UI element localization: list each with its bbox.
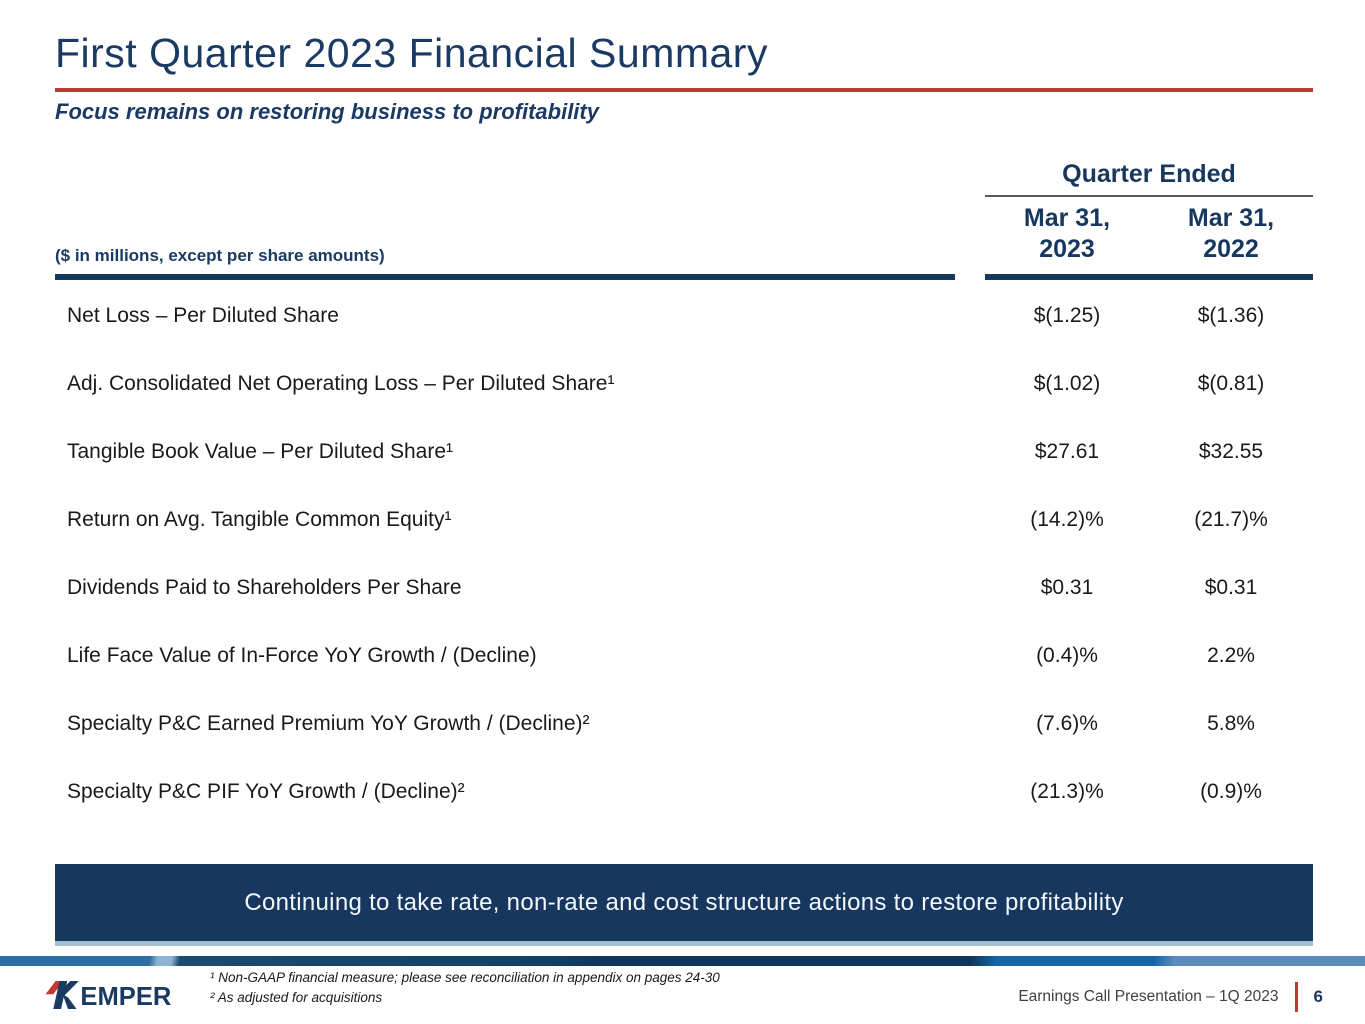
table-header-rule	[55, 273, 1313, 280]
table-row: Specialty P&C Earned Premium YoY Growth …	[55, 690, 1313, 758]
table-header-rule-right	[985, 273, 1313, 280]
row-value-2022: (21.7)%	[1194, 507, 1268, 531]
key-message-text: Continuing to take rate, non-rate and co…	[244, 888, 1124, 916]
page-title: First Quarter 2023 Financial Summary	[55, 30, 768, 76]
table-row: Specialty P&C PIF YoY Growth / (Decline)…	[55, 758, 1313, 826]
column-header-2022: Mar 31, 2022	[1149, 203, 1313, 274]
table-row: Adj. Consolidated Net Operating Loss – P…	[55, 350, 1313, 418]
row-value-2023: $(1.02)	[1033, 371, 1101, 395]
column-header-2022-line1: Mar 31,	[1187, 204, 1275, 232]
kemper-logo-text: EMPER	[80, 983, 171, 1011]
row-value-2023: $0.31	[1040, 575, 1094, 599]
row-label: Adj. Consolidated Net Operating Loss – P…	[67, 371, 615, 395]
row-label: Net Loss – Per Diluted Share	[67, 303, 339, 327]
table-row: Life Face Value of In-Force YoY Growth /…	[55, 622, 1313, 690]
row-value-2022: 5.8%	[1207, 711, 1255, 735]
row-label: Life Face Value of In-Force YoY Growth /…	[67, 643, 537, 667]
column-header-2023-line2: 2023	[1039, 235, 1095, 264]
footer-caption: Earnings Call Presentation – 1Q 2023	[1018, 988, 1279, 1005]
financial-summary-table: ($ in millions, except per share amounts…	[55, 160, 1313, 826]
footer-decorative-strip	[0, 956, 1365, 966]
row-value-2023: (14.2)%	[1030, 507, 1104, 531]
row-value-2022: $32.55	[1198, 439, 1264, 463]
key-message-banner: Continuing to take rate, non-rate and co…	[55, 864, 1313, 946]
kemper-logo-k-arm	[60, 981, 79, 996]
quarter-ended-header: Quarter Ended	[985, 160, 1313, 197]
row-value-2023: (0.4)%	[1036, 643, 1098, 667]
table-header-right: Quarter Ended Mar 31, 2023 Mar 31, 2022	[985, 160, 1313, 274]
table-row: Return on Avg. Tangible Common Equity¹ (…	[55, 486, 1313, 554]
row-label: Return on Avg. Tangible Common Equity¹	[67, 507, 452, 531]
row-value-2023: $(1.25)	[1033, 303, 1101, 327]
row-value-2022: 2.2%	[1207, 643, 1255, 667]
kemper-logo-k-leg	[62, 994, 77, 1009]
table-header-left: ($ in millions, except per share amounts…	[55, 246, 985, 274]
table-body: Net Loss – Per Diluted Share $(1.25) $(1…	[55, 280, 1313, 826]
row-label: Tangible Book Value – Per Diluted Share¹	[67, 439, 454, 463]
table-row: Dividends Paid to Shareholders Per Share…	[55, 554, 1313, 622]
row-value-2022: (0.9)%	[1200, 779, 1262, 803]
row-label: Dividends Paid to Shareholders Per Share	[67, 575, 462, 599]
column-header-2023: Mar 31, 2023	[985, 203, 1149, 274]
column-header-2023-line1: Mar 31,	[1023, 204, 1111, 232]
row-value-2023: $27.61	[1034, 439, 1100, 463]
footer-right: Earnings Call Presentation – 1Q 2023 6	[1018, 982, 1323, 1012]
page-number: 6	[1313, 987, 1323, 1006]
footnote-2: ² As adjusted for acquisitions	[210, 989, 383, 1005]
row-value-2022: $(0.81)	[1197, 371, 1265, 395]
row-value-2023: (7.6)%	[1036, 711, 1098, 735]
column-headers: Mar 31, 2023 Mar 31, 2022	[985, 197, 1313, 274]
column-header-2022-line2: 2022	[1203, 235, 1259, 264]
row-value-2023: (21.3)%	[1030, 779, 1104, 803]
kemper-logo: EMPER	[45, 981, 171, 1011]
units-note: ($ in millions, except per share amounts…	[55, 245, 385, 265]
footnotes: ¹ Non-GAAP financial measure; please see…	[210, 968, 720, 1007]
title-red-rule	[55, 88, 1313, 92]
row-label: Specialty P&C PIF YoY Growth / (Decline)…	[67, 779, 465, 803]
table-header: ($ in millions, except per share amounts…	[55, 160, 1313, 274]
footer-red-divider	[1294, 982, 1298, 1012]
footnote-1: ¹ Non-GAAP financial measure; please see…	[210, 970, 720, 985]
table-header-rule-left	[55, 273, 955, 280]
row-label: Specialty P&C Earned Premium YoY Growth …	[67, 711, 590, 735]
page-subtitle: Focus remains on restoring business to p…	[55, 99, 599, 124]
table-row: Net Loss – Per Diluted Share $(1.25) $(1…	[55, 282, 1313, 350]
row-value-2022: $(1.36)	[1197, 303, 1265, 327]
table-row: Tangible Book Value – Per Diluted Share¹…	[55, 418, 1313, 486]
row-value-2022: $0.31	[1204, 575, 1258, 599]
